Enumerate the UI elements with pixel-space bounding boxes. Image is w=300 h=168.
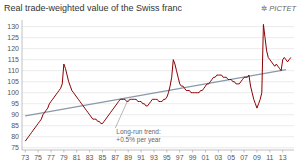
x-tick-label: 01: [202, 154, 210, 161]
annotation: Long-run trend:+0.5% per year: [116, 128, 161, 144]
x-tick: [166, 150, 167, 153]
x-tick-label: 99: [189, 154, 197, 161]
x-tick: [192, 150, 193, 153]
x-tick-label: 95: [163, 154, 171, 161]
series-line: [25, 24, 291, 141]
x-tick-label: 09: [253, 154, 261, 161]
y-tick-label: 105: [7, 78, 19, 85]
plot-area: [25, 24, 291, 141]
grid-line: [22, 114, 294, 115]
x-tick-label: 11: [266, 154, 273, 161]
x-tick: [63, 150, 64, 153]
y-tick-label: 120: [7, 45, 19, 52]
x-tick-label: 91: [137, 154, 145, 161]
x-tick-label: 03: [214, 154, 222, 161]
x-tick-label: 85: [99, 154, 107, 161]
trend-line: [25, 70, 286, 116]
x-tick: [256, 150, 257, 153]
x-tick-label: 13: [279, 154, 287, 161]
x-tick-label: 83: [86, 154, 94, 161]
y-tick-label: 100: [7, 89, 19, 96]
y-tick-label: 80: [11, 133, 19, 140]
x-tick: [218, 150, 219, 153]
x-tick: [282, 150, 283, 153]
x-tick-label: 75: [34, 154, 42, 161]
x-tick: [128, 150, 129, 153]
x-tick-label: 97: [176, 154, 184, 161]
y-tick-label: 110: [8, 67, 19, 74]
x-tick: [115, 150, 116, 153]
x-tick: [231, 150, 232, 153]
grid-line: [22, 59, 294, 60]
x-tick-label: 05: [227, 154, 235, 161]
grid-line: [22, 37, 294, 38]
x-tick-label: 77: [47, 154, 55, 161]
y-tick-label: 115: [8, 56, 19, 63]
x-tick: [89, 150, 90, 153]
y-tick-label: 90: [11, 111, 19, 118]
x-tick-label: 07: [240, 154, 248, 161]
x-tick-label: 79: [60, 154, 68, 161]
grid-line: [22, 48, 294, 49]
brand: ✲ PICTET: [261, 4, 297, 13]
grid-line: [22, 125, 294, 126]
y-tick-label: 95: [11, 100, 19, 107]
y-tick-label: 85: [11, 122, 19, 129]
x-tick-label: 93: [150, 154, 158, 161]
x-tick: [25, 150, 26, 153]
annotation-connector: [115, 99, 128, 128]
x-tick: [141, 150, 142, 153]
x-tick: [244, 150, 245, 153]
y-tick-label: 125: [7, 34, 19, 41]
x-tick: [76, 150, 77, 153]
title: Real trade-weighted value of the Swiss f…: [4, 3, 183, 13]
x-tick: [153, 150, 154, 153]
x-axis-line: [22, 150, 294, 151]
y-tick-label: 130: [7, 23, 19, 30]
y-tick-label: 75: [11, 144, 19, 151]
x-tick-label: 89: [124, 154, 132, 161]
chart: Real trade-weighted value of the Swiss f…: [0, 0, 300, 168]
x-tick-label: 73: [21, 154, 29, 161]
x-tick: [50, 150, 51, 153]
x-tick: [269, 150, 270, 153]
grid-line: [22, 147, 294, 148]
x-tick-label: 87: [111, 154, 119, 161]
x-tick-label: 81: [73, 154, 81, 161]
x-tick: [205, 150, 206, 153]
x-tick: [179, 150, 180, 153]
x-tick: [102, 150, 103, 153]
y-axis-line: [22, 20, 23, 150]
x-tick: [38, 150, 39, 153]
grid-line: [22, 26, 294, 27]
grid-line: [22, 103, 294, 104]
